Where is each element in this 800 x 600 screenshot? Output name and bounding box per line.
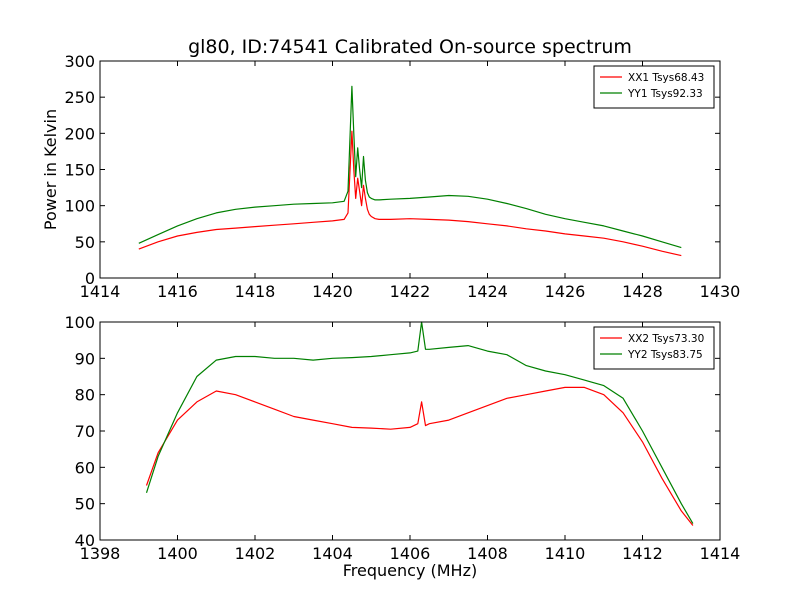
- legend-box: [593, 326, 715, 370]
- x-tick-label: 1406: [390, 544, 431, 563]
- x-tick-label: 1416: [157, 282, 198, 301]
- series-line-1: [138, 130, 682, 257]
- x-tick-label: 1414: [700, 544, 741, 563]
- y-tick-label: 0: [85, 269, 95, 288]
- y-tick-label: 200: [64, 124, 95, 143]
- series-line-2: [138, 85, 682, 249]
- x-tick-label: 1412: [622, 544, 663, 563]
- x-tick-label: 1402: [235, 544, 276, 563]
- legend-label-2: YY1 Tsys92.33: [627, 88, 703, 100]
- x-axis-label: Frequency (MHz): [343, 561, 477, 580]
- top-chart: 1414 1416 1418 1420 1422 1424 1426 1428 1430 0 50 1…: [41, 36, 740, 301]
- y-tick-label: 50: [75, 233, 95, 252]
- x-tick-label: 1414: [80, 282, 121, 301]
- y-tick-label: 300: [64, 52, 95, 71]
- y-tick-label: 150: [64, 161, 95, 180]
- x-tick-label: 1428: [622, 282, 663, 301]
- x-tick-label: 1426: [545, 282, 586, 301]
- y-tick-label: 90: [75, 349, 95, 368]
- x-tick-label: 1420: [312, 282, 353, 301]
- y-tick-label: 80: [75, 386, 95, 405]
- x-tick-label: 1410: [545, 544, 586, 563]
- y-tick-label: 100: [64, 313, 95, 332]
- y-tick-label: 40: [75, 531, 95, 550]
- legend-label-1: XX2 Tsys73.30: [628, 333, 704, 345]
- legend-label-2: YY2 Tsys83.75: [627, 349, 703, 361]
- y-tick-label: 250: [64, 88, 95, 107]
- legend: XX1 Tsys68.43 YY1 Tsys92.33: [593, 65, 715, 109]
- y-tick-label: 100: [64, 197, 95, 216]
- legend-label-1: XX1 Tsys68.43: [628, 72, 704, 84]
- x-tick-label: 1430: [700, 282, 741, 301]
- x-tick-label: 1404: [312, 544, 353, 563]
- bottom-chart: 1398 1400 1402 1404 1406 1408 1410 1412 1414 40 50…: [64, 313, 740, 580]
- x-tick-label: 1408: [467, 544, 508, 563]
- y-tick-label: 60: [75, 458, 95, 477]
- x-tick-label: 1422: [390, 282, 431, 301]
- x-tick-label: 1400: [157, 544, 198, 563]
- chart-title: gl80, ID:74541 Calibrated On-source spec…: [188, 36, 632, 58]
- x-tick-label: 1424: [467, 282, 508, 301]
- series-line-1: [145, 386, 694, 526]
- y-tick-label: 70: [75, 422, 95, 441]
- x-tick-label: 1398: [80, 544, 121, 563]
- x-tick-label: 1418: [235, 282, 276, 301]
- y-axis-label: Power in Kelvin: [41, 109, 60, 230]
- legend: XX2 Tsys73.30 YY2 Tsys83.75: [593, 326, 715, 370]
- legend-box: [593, 65, 715, 109]
- y-tick-label: 50: [75, 495, 95, 514]
